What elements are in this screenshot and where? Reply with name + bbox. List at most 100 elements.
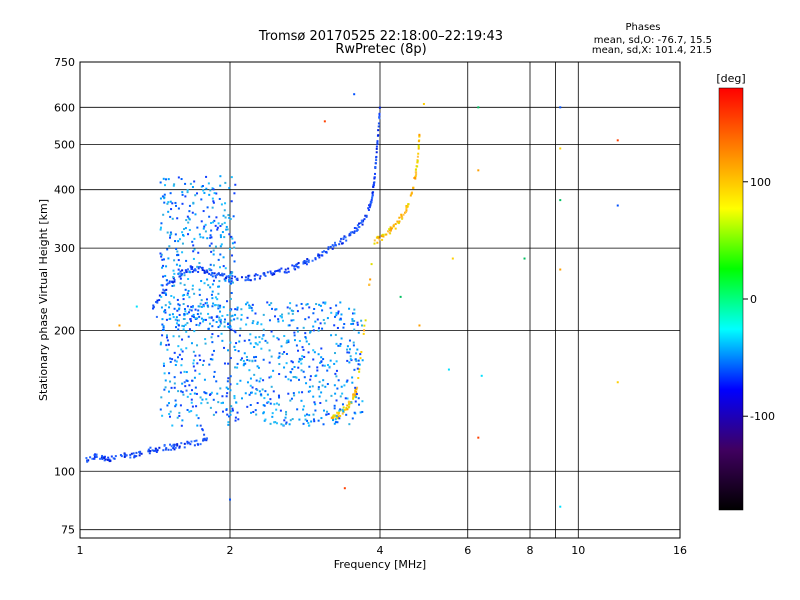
- spread-echo-point: [240, 313, 243, 316]
- spread-echo-point: [219, 225, 222, 228]
- spread-echo-point: [181, 191, 184, 194]
- spread-echo-point: [201, 184, 204, 187]
- spread-echo-point: [356, 321, 359, 324]
- spread-echo-point: [227, 377, 230, 380]
- spread-echo-point: [213, 192, 216, 195]
- o-trace-point: [259, 275, 262, 278]
- o-trace-point: [95, 455, 98, 458]
- o-trace-point: [363, 218, 366, 221]
- spread-echo-point: [335, 369, 338, 372]
- spread-echo-point: [262, 313, 265, 316]
- x-trace-point: [343, 408, 346, 411]
- spread-echo-point: [192, 244, 195, 247]
- spread-echo-point: [278, 355, 281, 358]
- o-trace-point: [176, 443, 179, 446]
- x-trace-point: [346, 408, 349, 411]
- spread-echo-point: [165, 279, 168, 282]
- spread-echo-point: [321, 309, 324, 312]
- spread-echo-point: [221, 395, 224, 398]
- spread-echo-point: [346, 351, 349, 354]
- o-trace-point: [102, 456, 105, 459]
- spread-echo-point: [171, 217, 174, 220]
- o-trace-point: [197, 266, 200, 269]
- o-trace-point: [197, 443, 200, 446]
- spread-echo-point: [233, 241, 236, 244]
- o-trace-point: [338, 243, 341, 246]
- spread-echo-point: [352, 312, 355, 315]
- spread-echo-point: [219, 253, 222, 256]
- spread-echo-point: [220, 332, 223, 335]
- spread-echo-point: [351, 318, 354, 321]
- spread-echo-point: [255, 379, 258, 382]
- spread-echo-point: [305, 303, 308, 306]
- o-trace-point: [184, 385, 187, 388]
- spread-echo-point: [313, 401, 316, 404]
- x-trace-point: [416, 161, 419, 164]
- o-trace-point: [156, 299, 159, 302]
- o-trace-point: [375, 159, 378, 162]
- spread-echo-point: [193, 248, 196, 251]
- spread-echo-point: [293, 394, 296, 397]
- spread-echo-point: [312, 312, 315, 315]
- spread-echo-point: [357, 359, 360, 362]
- x-tick-label: 1: [77, 544, 84, 557]
- o-trace-point: [303, 259, 306, 262]
- spread-echo-point: [178, 414, 181, 417]
- spread-echo-point: [240, 397, 243, 400]
- x-trace-point: [376, 241, 379, 244]
- spread-echo-point: [268, 349, 271, 352]
- spread-echo-point: [254, 312, 257, 315]
- spread-echo-point: [175, 360, 178, 363]
- spread-echo-point: [195, 323, 198, 326]
- spread-echo-point: [226, 323, 229, 326]
- spread-echo-point: [192, 362, 195, 365]
- o-trace-point: [135, 455, 138, 458]
- spread-echo-point: [193, 376, 196, 379]
- spread-echo-point: [166, 231, 169, 234]
- spread-echo-point: [168, 306, 171, 309]
- scattered-point: [323, 120, 326, 123]
- spread-echo-point: [246, 381, 249, 384]
- o-trace-point: [170, 280, 173, 283]
- o-trace-point: [174, 359, 177, 362]
- x-trace-point: [382, 235, 385, 238]
- spread-echo-point: [168, 413, 171, 416]
- scattered-point: [477, 106, 480, 109]
- spread-echo-point: [266, 393, 269, 396]
- spread-echo-point: [242, 364, 245, 367]
- spread-echo-point: [181, 231, 184, 234]
- spread-echo-point: [228, 327, 231, 330]
- x-trace-point: [339, 409, 342, 412]
- spread-echo-point: [228, 278, 231, 281]
- o-trace-point: [334, 241, 337, 244]
- spread-echo-point: [168, 372, 171, 375]
- spread-echo-point: [204, 230, 207, 233]
- spread-echo-point: [169, 380, 172, 383]
- spread-echo-point: [270, 375, 273, 378]
- spread-echo-point: [181, 338, 184, 341]
- spread-echo-point: [198, 372, 201, 375]
- o-trace-point: [173, 448, 176, 451]
- o-trace-point: [174, 446, 177, 449]
- o-trace-point: [124, 454, 127, 457]
- spread-echo-point: [202, 318, 205, 321]
- spread-echo-point: [354, 386, 357, 389]
- spread-echo-point: [169, 410, 172, 413]
- y-tick-label: 500: [54, 138, 75, 151]
- spread-echo-point: [249, 342, 252, 345]
- o-trace-point: [133, 455, 136, 458]
- x-axis-label: Frequency [MHz]: [334, 558, 426, 571]
- spread-echo-point: [277, 318, 280, 321]
- spread-echo-point: [288, 307, 291, 310]
- spread-echo-point: [190, 389, 193, 392]
- o-trace-point: [158, 446, 161, 449]
- spread-echo-point: [206, 278, 209, 281]
- spread-echo-point: [202, 303, 205, 306]
- o-trace-point: [343, 235, 346, 238]
- spread-echo-point: [292, 310, 295, 313]
- spread-echo-point: [275, 308, 278, 311]
- spread-echo-point: [196, 424, 199, 427]
- spread-echo-point: [318, 303, 321, 306]
- spread-echo-point: [199, 322, 202, 325]
- spread-echo-point: [168, 313, 171, 316]
